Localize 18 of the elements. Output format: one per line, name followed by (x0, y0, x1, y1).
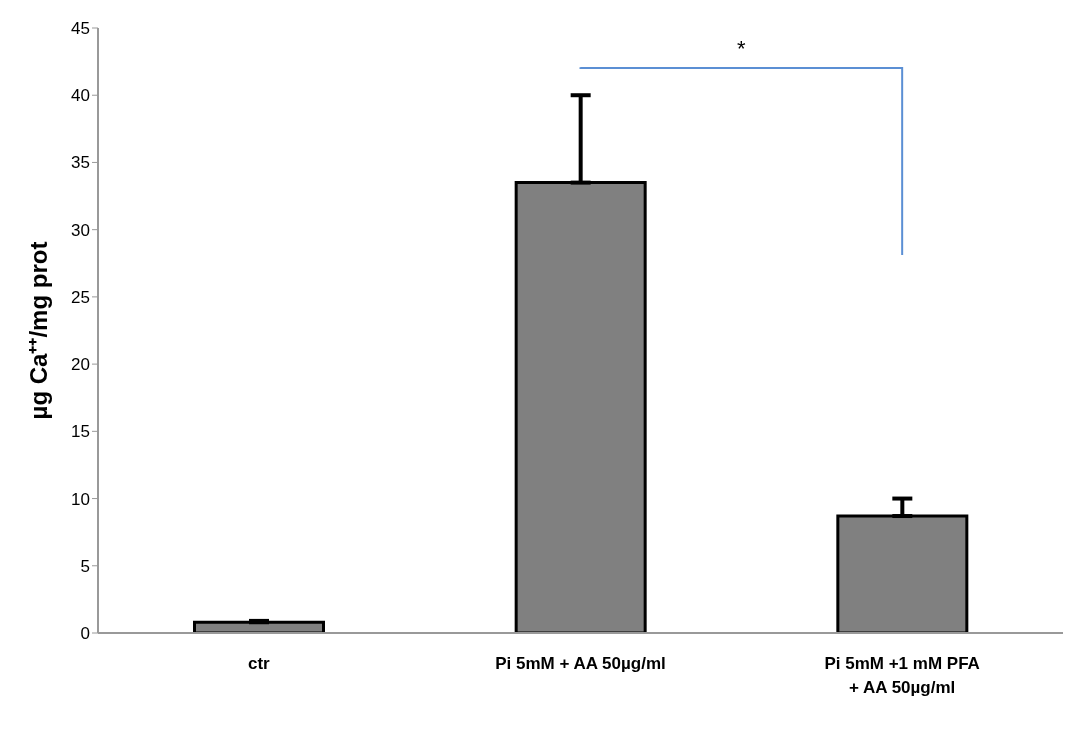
y-axis-title: µg Ca⁺⁺/mg prot (24, 241, 52, 420)
y-tick-label: 0 (80, 624, 90, 644)
y-tick-label: 25 (71, 287, 90, 307)
y-tick-label: 5 (80, 556, 90, 576)
y-tick-label: 30 (71, 220, 90, 240)
x-tick-label: Pi 5mM +1 mM PFA + AA 50µg/ml (824, 654, 980, 697)
y-tick-label: 20 (71, 355, 90, 375)
annotation: * (737, 36, 747, 61)
bar (836, 514, 969, 633)
bar (193, 620, 325, 633)
bar (514, 181, 647, 633)
y-tick-label: 35 (71, 153, 90, 173)
x-tick-label: Pi 5mM + AA 50µg/ml (495, 654, 666, 673)
y-tick-label: 45 (71, 19, 90, 39)
x-tick-label: ctr (247, 654, 271, 673)
y-tick-label: 40 (71, 86, 90, 106)
y-tick-label: 15 (71, 422, 90, 442)
y-tick-label: 10 (71, 489, 90, 509)
